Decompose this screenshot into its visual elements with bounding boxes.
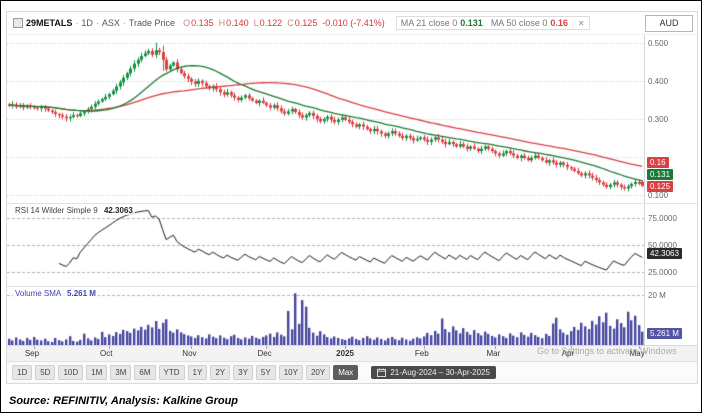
time-tick — [191, 346, 192, 349]
chart-legend-bar: 29METALS · 1D · ASX · Trade Price O0.135… — [7, 12, 697, 35]
time-tick — [495, 346, 496, 349]
price-tick-0.300: 0.300 — [648, 115, 669, 124]
ma-legend-item-ma-21-close-0: MA 21 close 0 0.131 — [400, 18, 483, 28]
ohlc-C: C0.125 — [287, 18, 318, 28]
separator-dot: · — [75, 18, 79, 28]
price-tick-0.400: 0.400 — [648, 76, 669, 86]
rsi-value: 42.3063 — [103, 206, 133, 215]
close-indicator-icon[interactable]: ✕ — [577, 18, 585, 28]
range-buttons: 1D 5D 10D 1M 3M 6M YTD 1Y 2Y 3Y 5Y 10Y 20Y Max — [12, 365, 359, 380]
chart-app: 29METALS · 1D · ASX · Trade Price O0.135… — [6, 11, 698, 384]
range-button-10y[interactable]: 10Y — [278, 365, 303, 380]
price-tick-0.500: 0.500 — [648, 38, 669, 48]
time-tick — [345, 346, 346, 349]
price-chart-canvas[interactable] — [7, 35, 644, 203]
range-button-2y[interactable]: 2Y — [210, 365, 231, 380]
price-type-label: Trade Price — [128, 18, 176, 28]
last-price-badge: 0.125 — [647, 180, 674, 192]
range-button-ytd[interactable]: YTD — [158, 365, 185, 380]
volume-value: 5.261 M — [67, 289, 96, 298]
ohlc-H: H0.140 — [218, 18, 249, 28]
time-label-Nov: Nov — [182, 349, 197, 358]
rsi-title: RSI 14 Wilder Simple 9 — [15, 206, 98, 215]
time-axis[interactable]: Sep Oct Nov Dec 2025 Feb Mar Apr May — [7, 345, 697, 361]
volume-axis[interactable]: 5.261 M 20 M — [644, 287, 697, 345]
change-value: -0.010 (-7.41%) — [322, 18, 385, 28]
rsi-value-badge: 42.3063 — [647, 248, 682, 260]
ma21-price-badge: 0.131 — [647, 168, 674, 180]
date-range-label: 21-Aug-2024 – 30-Apr-2025 — [390, 368, 490, 377]
time-label-Sep: Sep — [24, 349, 40, 358]
range-button-1y[interactable]: 1Y — [187, 365, 208, 380]
windows-activation-watermark: Go to Settings to activate Windows — [537, 346, 677, 356]
time-label-Apr: Apr — [561, 349, 575, 358]
range-button-3y[interactable]: 3Y — [233, 365, 253, 380]
price-tick-0.100: 0.100 — [648, 191, 669, 201]
time-label-May: May — [629, 349, 645, 358]
instrument-icon — [13, 18, 23, 28]
ma-indicator-legend[interactable]: MA 21 close 0 0.131 MA 50 close 0 0.16 ✕ — [395, 16, 590, 30]
rsi-chart-canvas[interactable] — [7, 204, 644, 286]
time-label-Oct: Oct — [99, 349, 113, 358]
rsi-tick-25: 25.0000 — [648, 267, 677, 277]
time-tick — [639, 346, 640, 349]
interval-label[interactable]: 1D — [81, 18, 93, 28]
time-label-Feb: Feb — [414, 349, 429, 358]
price-panel: 0.16 0.131 0.125 0.500 0.400 0.300 0.100 — [7, 35, 697, 203]
rsi-pane-label: RSI 14 Wilder Simple 9 42.3063 — [13, 206, 135, 215]
time-label-Dec: Dec — [257, 349, 272, 358]
separator-dot: · — [95, 18, 99, 28]
volume-title: Volume SMA — [15, 289, 61, 298]
ohlc-values: O0.135 H0.140 L0.122 C0.125 — [183, 18, 317, 28]
time-tick — [424, 346, 425, 349]
range-button-1d[interactable]: 1D — [12, 365, 33, 380]
time-tick — [571, 346, 572, 349]
symbol-label[interactable]: 29METALS — [26, 18, 73, 28]
calendar-icon — [377, 368, 387, 377]
volume-chart-canvas[interactable] — [7, 287, 644, 345]
range-button-3m[interactable]: 3M — [110, 365, 132, 380]
rsi-axis[interactable]: 42.3063 75.0000 50.0000 25.0000 — [644, 204, 697, 286]
time-label-2025: 2025 — [336, 349, 354, 358]
volume-panel: Volume SMA 5.261 M 5.261 M 20 M — [7, 286, 697, 345]
volume-value-badge: 5.261 M — [647, 327, 682, 339]
range-button-10d[interactable]: 10D — [58, 365, 84, 380]
source-attribution: Source: REFINITIV, Analysis: Kalkine Gro… — [9, 395, 239, 407]
separator-dot: · — [122, 18, 126, 28]
range-button-20y[interactable]: 20Y — [305, 365, 331, 380]
rsi-panel: RSI 14 Wilder Simple 9 42.3063 42.3063 7… — [7, 203, 697, 286]
volume-plot-area[interactable]: Volume SMA 5.261 M — [7, 287, 644, 345]
rsi-tick-75: 75.0000 — [648, 214, 677, 224]
ma50-price-badge: 0.16 — [647, 156, 669, 168]
ohlc-L: L0.122 — [253, 18, 283, 28]
exchange-label: ASX — [101, 18, 120, 28]
volume-pane-label: Volume SMA 5.261 M — [13, 289, 98, 298]
range-button-5y[interactable]: 5Y — [255, 365, 276, 380]
time-tick — [34, 346, 35, 349]
time-tick — [266, 346, 267, 349]
time-label-Mar: Mar — [486, 349, 501, 358]
volume-tick-20: 20 M — [648, 290, 666, 300]
price-plot-area[interactable] — [7, 35, 644, 203]
rsi-tick-50: 50.0000 — [648, 241, 677, 250]
ma-legend-item-ma-50-close-0: MA 50 close 0 0.16 — [490, 18, 568, 28]
ohlc-O: O0.135 — [183, 18, 214, 28]
rsi-plot-area[interactable]: RSI 14 Wilder Simple 9 42.3063 — [7, 204, 644, 286]
range-button-max[interactable]: Max — [333, 365, 359, 380]
price-axis[interactable]: 0.16 0.131 0.125 0.500 0.400 0.300 0.100 — [644, 35, 697, 203]
time-tick — [109, 346, 110, 349]
range-button-5d[interactable]: 5D — [35, 365, 56, 380]
range-button-1m[interactable]: 1M — [86, 365, 108, 380]
range-button-6m[interactable]: 6M — [134, 365, 156, 380]
currency-selector[interactable]: AUD — [645, 14, 693, 32]
range-toolbar: 1D 5D 10D 1M 3M 6M YTD 1Y 2Y 3Y 5Y 10Y 20Y Max 21-Aug… — [7, 361, 697, 383]
date-range-picker[interactable]: 21-Aug-2024 – 30-Apr-2025 — [371, 366, 496, 379]
